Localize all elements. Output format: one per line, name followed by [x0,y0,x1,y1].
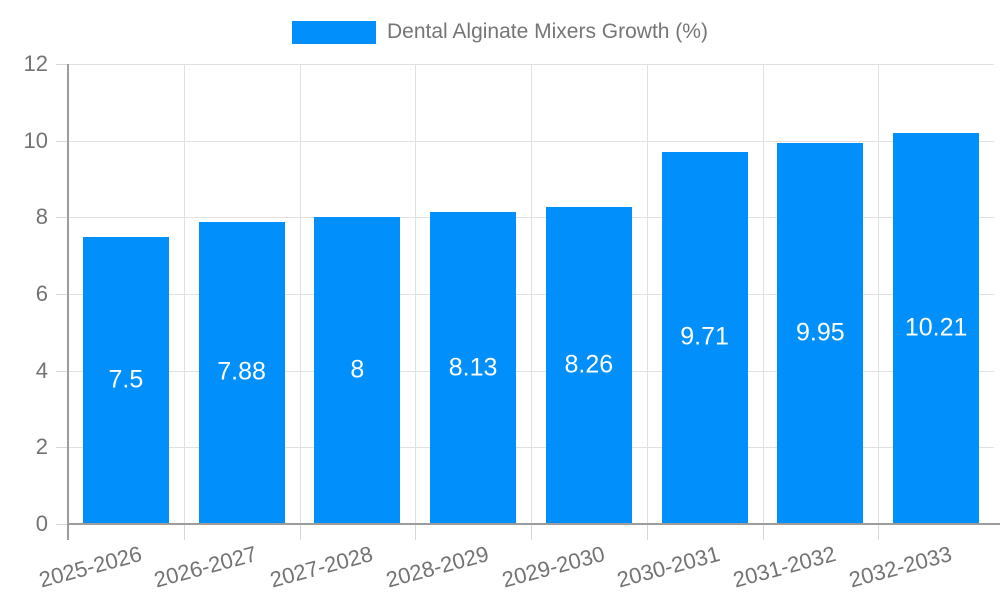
y-tick-mark [56,370,68,372]
y-tick-mark [56,294,68,295]
y-axis-label: 10 [23,127,48,153]
x-tick-mark [878,524,880,540]
bar-value-label: 9.71 [680,322,729,351]
legend-swatch [292,20,377,44]
x-axis-category-label: 2031-2032 [730,541,839,593]
bar-2032-2033[interactable]: 10.21 [893,132,980,523]
bar-value-label: 8 [350,355,365,384]
y-tick-mark [56,447,68,449]
bar-value-label: 7.5 [108,365,144,394]
y-axis-label: 4 [35,357,48,383]
gridline-v [299,64,301,524]
x-tick-mark [183,524,185,540]
x-axis-category-label: 2029-2030 [498,541,608,593]
x-tick-mark [415,524,417,540]
bar-value-label: 8.13 [448,353,498,382]
gridline-v [646,64,648,524]
x-axis-category-label: 2026-2027 [151,541,260,593]
bar-2027-2028[interactable]: 8 [314,217,401,523]
bar-value-label: 9.95 [796,318,845,347]
legend-label: Dental Alginate Mixers Growth (%) [387,20,708,43]
y-axis-label: 8 [35,204,48,230]
x-axis-category-label: 2028-2029 [383,541,492,593]
bar-2031-2032[interactable]: 9.95 [777,142,864,523]
y-tick-mark [56,217,68,219]
gridline-v [531,64,532,524]
x-tick-mark [646,524,648,540]
bar-value-label: 7.88 [217,357,266,386]
y-axis-line [67,64,69,540]
bar-value-label: 8.26 [564,350,614,379]
bar-2026-2027[interactable]: 7.88 [198,221,285,523]
y-tick-mark [56,64,68,65]
x-tick-mark [299,524,301,540]
bar-2028-2029[interactable]: 8.13 [430,212,517,523]
bar-2030-2031[interactable]: 9.71 [661,151,748,523]
gridline-v [183,64,185,524]
gridline-v [762,64,764,524]
y-axis-label: 0 [35,511,48,536]
y-axis-label: 2 [35,434,48,460]
gridline-v [415,64,417,524]
legend-item[interactable]: Dental Alginate Mixers Growth (%) [0,18,1000,46]
y-tick-mark [56,524,68,525]
x-axis-line [67,523,1000,525]
y-tick-mark [56,140,68,142]
x-axis-category-label: 2025-2026 [35,541,145,593]
y-axis-label: 12 [23,51,48,76]
bar-2025-2026[interactable]: 7.5 [82,236,169,523]
bar-2029-2030[interactable]: 8.26 [545,207,632,523]
x-axis-category-label: 2027-2028 [267,541,376,593]
x-axis-category-label: 2032-2033 [846,541,955,593]
y-axis-label: 6 [35,281,48,306]
gridline-v [878,64,880,524]
x-axis-category-label: 2030-2031 [614,541,723,593]
x-tick-mark [762,524,764,540]
x-tick-mark [531,524,532,540]
bar-value-label: 10.21 [904,313,968,342]
